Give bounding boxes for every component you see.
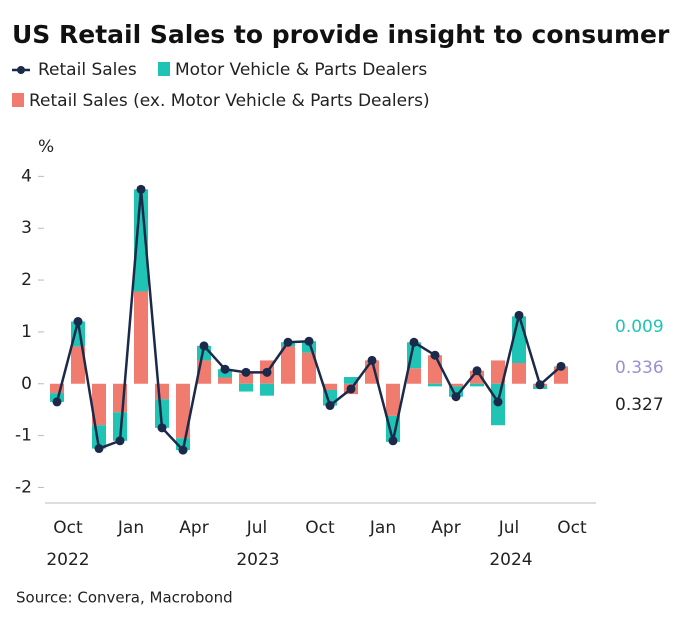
x-tick-label: Jul	[246, 518, 268, 538]
marker	[220, 364, 230, 374]
marker	[115, 436, 125, 446]
bar	[176, 383, 190, 439]
marker	[283, 337, 293, 347]
source: Source: Convera, Macrobond	[16, 589, 233, 607]
legend-label: Motor Vehicle & Parts Dealers	[175, 60, 427, 80]
y-tick-label: 3	[21, 218, 32, 238]
x-tick-label: Apr	[431, 518, 460, 538]
bar	[449, 383, 463, 387]
marker	[430, 350, 440, 360]
marker	[514, 310, 524, 320]
marker	[346, 384, 356, 394]
legend-swatch	[12, 93, 24, 107]
x-tick-label: Apr	[179, 518, 208, 538]
bar	[449, 386, 463, 397]
year-label: 2024	[489, 550, 532, 570]
marker	[556, 361, 566, 371]
bar	[470, 383, 484, 387]
bar	[50, 383, 64, 394]
bar	[281, 346, 295, 384]
year-label: 2022	[46, 550, 89, 570]
bar	[155, 399, 169, 428]
bar	[92, 383, 106, 426]
marker	[535, 380, 545, 390]
bar	[512, 363, 526, 384]
legend-swatch	[17, 66, 25, 74]
line	[55, 189, 562, 453]
bar	[407, 368, 421, 384]
marker	[472, 366, 482, 376]
marker	[52, 397, 62, 407]
marker	[409, 337, 419, 347]
x-tick-label: Oct	[53, 518, 83, 538]
x-tick-label: Jan	[117, 518, 144, 538]
bar	[239, 383, 253, 392]
chart-title: US Retail Sales to provide insight to co…	[12, 20, 670, 49]
y-tick-label: 0	[21, 374, 32, 394]
legend-label: Retail Sales	[38, 60, 137, 80]
marker	[388, 436, 398, 446]
y-tick-label: -2	[15, 477, 32, 497]
marker	[178, 445, 188, 455]
legend-swatch	[158, 62, 170, 76]
marker	[73, 317, 83, 327]
marker	[262, 367, 272, 377]
y-tick-label: 1	[21, 322, 32, 342]
bar	[239, 373, 253, 384]
end-value-label: 0.336	[615, 358, 664, 378]
marker	[241, 367, 251, 377]
bar	[491, 360, 505, 384]
y-axis-label: %	[38, 137, 54, 157]
y-tick-label: 4	[21, 166, 32, 186]
marker	[325, 401, 335, 411]
year-label: 2023	[236, 550, 279, 570]
end-value-label: 0.009	[615, 317, 664, 337]
end-value-label: 0.327	[615, 395, 664, 415]
bar	[344, 377, 358, 384]
marker	[136, 184, 146, 194]
x-tick-label: Oct	[305, 518, 335, 538]
y-tick-label: 2	[21, 270, 32, 290]
x-tick-label: Jul	[498, 518, 520, 538]
bar	[218, 377, 232, 384]
bar	[428, 383, 442, 387]
marker	[451, 392, 461, 402]
marker	[94, 444, 104, 454]
x-tick-label: Jan	[369, 518, 396, 538]
marker	[367, 355, 377, 365]
bar	[302, 352, 316, 384]
bar	[71, 346, 85, 384]
bar	[386, 383, 400, 416]
legend-label: Retail Sales (ex. Motor Vehicle & Parts …	[29, 91, 430, 111]
marker	[304, 336, 314, 346]
bar	[323, 383, 337, 390]
marker	[199, 341, 209, 351]
bar	[260, 383, 274, 396]
marker	[157, 423, 167, 433]
y-tick-label: -1	[15, 426, 32, 446]
bar	[134, 291, 148, 384]
bar	[302, 341, 316, 353]
x-tick-label: Oct	[557, 518, 587, 538]
marker	[493, 397, 503, 407]
